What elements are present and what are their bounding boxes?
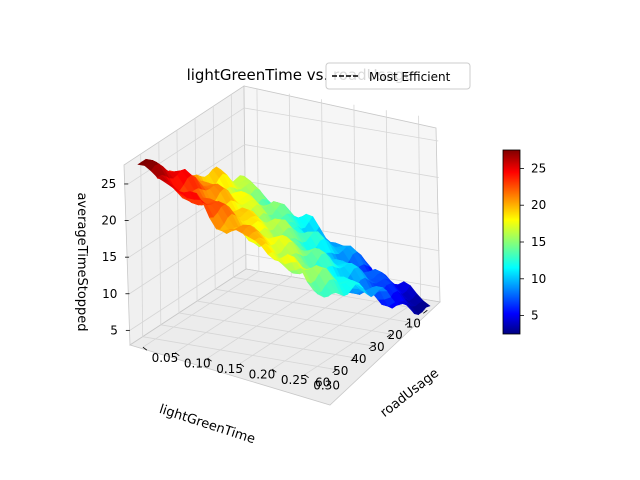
legend: Most Efficient <box>325 62 471 90</box>
x-axis-ticks: 0.05 0.10 0.15 0.20 0.25 0.30 <box>142 346 340 393</box>
legend-label: Most Efficient <box>369 70 451 84</box>
colorbar-ticks: 5 10 15 20 25 <box>520 161 546 323</box>
colorbar-tick-label: 20 <box>531 198 546 212</box>
z-axis-ticks: 5 10 15 20 25 <box>101 177 130 337</box>
x-tick-label: 0.30 <box>313 379 340 393</box>
z-tick-label: 5 <box>110 323 118 337</box>
z-axis-label: averageTimeStopped <box>74 192 89 331</box>
y-tick-label: 50 <box>333 364 348 378</box>
y-axis-label: lightGreenTime <box>157 402 257 447</box>
colorbar-tick-label: 10 <box>531 272 546 286</box>
z-tick-label: 10 <box>102 287 117 301</box>
legend-box <box>325 62 471 90</box>
y-tick-label: 40 <box>351 352 366 366</box>
z-tick-label: 15 <box>102 250 117 264</box>
y-tick-label: 30 <box>369 340 384 354</box>
colorbar-tick-label: 15 <box>531 235 546 249</box>
surface-mesh <box>137 158 431 316</box>
x-tick-label: 0.10 <box>184 357 211 371</box>
x-tick-label: 0.25 <box>281 373 308 387</box>
y-tick-label: 60 <box>315 376 330 390</box>
colorbar-tick-label: 5 <box>531 309 539 323</box>
x-tick-label: 0.05 <box>152 351 179 365</box>
colorbar-gradient <box>502 149 521 335</box>
y-tick-label: 20 <box>388 328 403 342</box>
grid-lines <box>128 88 440 376</box>
z-tick-label: 20 <box>101 214 116 228</box>
colorbar: 5 10 15 20 25 <box>502 149 546 335</box>
colorbar-tick-label: 25 <box>531 161 546 175</box>
x-tick-label: 0.20 <box>249 368 276 382</box>
x-tick-label: 0.15 <box>216 362 243 376</box>
x-axis-label: roadUsage <box>378 366 442 421</box>
surface-cell <box>313 290 325 298</box>
y-tick-label: 10 <box>406 316 421 330</box>
z-tick-label: 25 <box>101 177 116 191</box>
